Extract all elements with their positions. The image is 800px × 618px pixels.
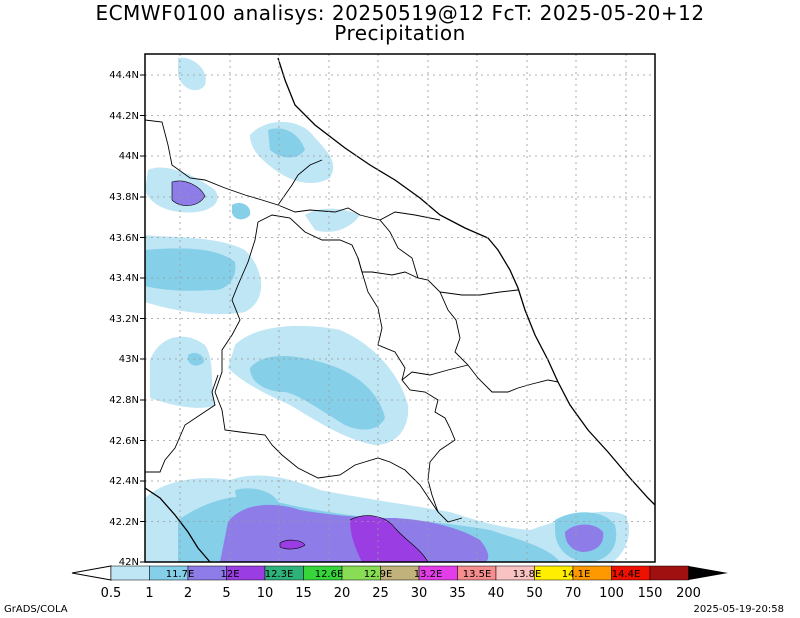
map-frame xyxy=(144,53,656,563)
lat-label: 43.2N xyxy=(109,314,139,325)
colorbar-value: 100 xyxy=(599,586,624,601)
coastline xyxy=(277,57,656,506)
colorbar-value: 50 xyxy=(526,586,543,601)
lon-label: 12.9E xyxy=(364,569,393,580)
lat-label: 44N xyxy=(119,151,139,162)
colorbar-value: 5 xyxy=(222,586,230,601)
lat-label: 44.4N xyxy=(109,70,139,81)
colorbar-value: 2 xyxy=(184,586,192,601)
footer-credit: GrADS/COLA xyxy=(4,604,68,615)
colorbar-high-arrow xyxy=(688,566,728,580)
colorbar-value: 70 xyxy=(565,586,582,601)
colorbar-value: 200 xyxy=(676,586,701,601)
lon-label: 14.1E xyxy=(562,569,591,580)
precip-shading xyxy=(145,57,630,562)
colorbar-value: 20 xyxy=(334,586,351,601)
lon-label: 12.3E xyxy=(265,569,294,580)
lat-label: 42.2N xyxy=(109,517,139,528)
lat-label: 42N xyxy=(119,557,139,568)
colorbar-value: 0.5 xyxy=(101,586,122,601)
colorbar-value: 30 xyxy=(411,586,428,601)
colorbar-value: 15 xyxy=(295,586,312,601)
lon-label: 13.8E xyxy=(513,569,542,580)
lat-label: 44.2N xyxy=(109,111,139,122)
colorbar-swatch xyxy=(110,565,150,581)
region-borders xyxy=(144,119,559,523)
colorbar-value: 40 xyxy=(488,586,505,601)
lat-label: 43N xyxy=(119,354,139,365)
colorbar-value: 10 xyxy=(257,586,274,601)
lon-label: 12E xyxy=(220,569,239,580)
precip-contours xyxy=(171,180,429,563)
footer-timestamp: 2025-05-19-20:58 xyxy=(693,604,784,615)
colorbar-swatch xyxy=(649,565,689,581)
map-title: ECMWF0100 analisys: 20250519@12 FcT: 202… xyxy=(95,1,705,25)
lon-label: 13.2E xyxy=(414,569,443,580)
lat-label: 43.6N xyxy=(109,233,139,244)
lat-label: 43.8N xyxy=(109,192,139,203)
lat-label: 42.4N xyxy=(109,476,139,487)
lon-label: 13.5E xyxy=(463,569,492,580)
axis-ticks xyxy=(140,74,145,563)
lat-label: 42.6N xyxy=(109,436,139,447)
colorbar-low-arrow xyxy=(71,565,112,581)
coastline-south xyxy=(144,487,211,563)
colorbar-value: 25 xyxy=(372,586,389,601)
lon-label: 11.7E xyxy=(166,569,195,580)
latitude-axis: 42N 42.2N 42.4N 42.6N 42.8N 43N 43.2N 43… xyxy=(109,70,139,568)
lon-label: 12.6E xyxy=(315,569,344,580)
lat-label: 43.4N xyxy=(109,273,139,284)
colorbar: 0.5 1 2 5 10 15 20 25 30 35 40 50 70 100… xyxy=(71,565,728,601)
graticule xyxy=(145,54,655,563)
lat-label: 42.8N xyxy=(109,395,139,406)
map-subtitle: Precipitation xyxy=(334,21,466,45)
colorbar-value: 1 xyxy=(145,586,153,601)
colorbar-value: 150 xyxy=(638,586,663,601)
lon-label: 14.4E xyxy=(612,569,641,580)
colorbar-value: 35 xyxy=(449,586,466,601)
